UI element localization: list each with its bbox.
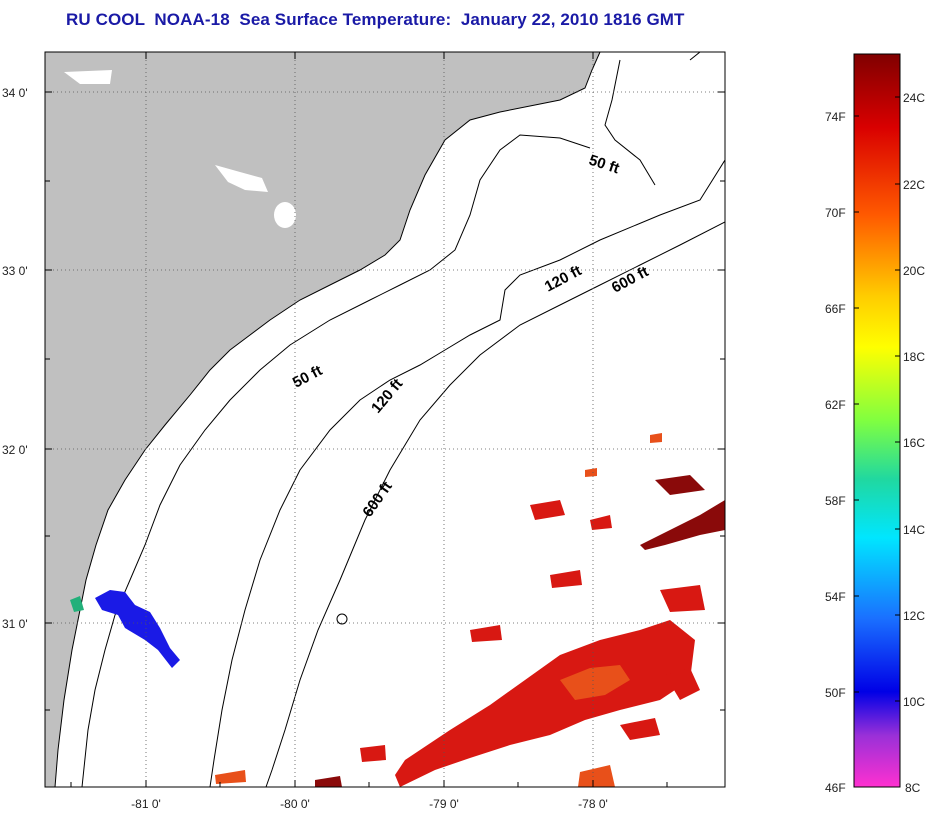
colorbar-f-label: 46F	[825, 781, 846, 795]
map-title: RU COOL NOAA-18 Sea Surface Temperature:…	[66, 10, 685, 29]
graticule	[45, 52, 725, 787]
lat-tick-label: 31 0'	[2, 617, 28, 631]
colorbar-c-label: 14C	[903, 523, 925, 537]
isobath-120ft	[209, 159, 725, 787]
coastline	[54, 52, 601, 787]
lat-tick-label: 32 0'	[2, 443, 28, 457]
colorbar-ticks	[854, 96, 900, 702]
colorbar-f-label: 74F	[825, 110, 846, 124]
colorbar-f-label: 58F	[825, 494, 846, 508]
lake	[64, 70, 112, 84]
lake	[215, 165, 268, 192]
colorbar-c-label: 16C	[903, 436, 925, 450]
land-mass	[45, 52, 600, 787]
colorbar-c-label: 8C	[905, 781, 921, 795]
lat-tick-label: 33 0'	[2, 264, 28, 278]
sst-hot-water	[315, 475, 725, 787]
isobath-50ft	[81, 52, 701, 787]
map-frame	[44, 51, 726, 788]
colorbar-f-label: 54F	[825, 590, 846, 604]
sst-warm-water	[215, 433, 705, 787]
colorbar-f-label: 62F	[825, 398, 846, 412]
lon-tick-label: -81 0'	[131, 797, 161, 811]
colorbar-c-label: 12C	[903, 609, 925, 623]
lon-tick-label: -80 0'	[280, 797, 310, 811]
colorbar	[853, 53, 901, 788]
lon-tick-label: -79 0'	[429, 797, 459, 811]
colorbar-f-label: 66F	[825, 302, 846, 316]
colorbar-c-label: 10C	[903, 695, 925, 709]
lat-tick-label: 34 0'	[2, 86, 28, 100]
map-area	[45, 52, 725, 787]
lon-tick-label: -78 0'	[578, 797, 608, 811]
colorbar-c-label: 18C	[903, 350, 925, 364]
coastline	[604, 59, 656, 186]
colorbar-c-label: 24C	[903, 91, 925, 105]
map-ticks	[45, 52, 725, 787]
colorbar-f-label: 70F	[825, 206, 846, 220]
lake	[274, 202, 296, 228]
seamount-contour	[336, 613, 348, 625]
sst-cold-water	[70, 590, 180, 668]
colorbar-c-label: 20C	[903, 264, 925, 278]
colorbar-f-label: 50F	[825, 686, 846, 700]
colorbar-c-label: 22C	[903, 178, 925, 192]
